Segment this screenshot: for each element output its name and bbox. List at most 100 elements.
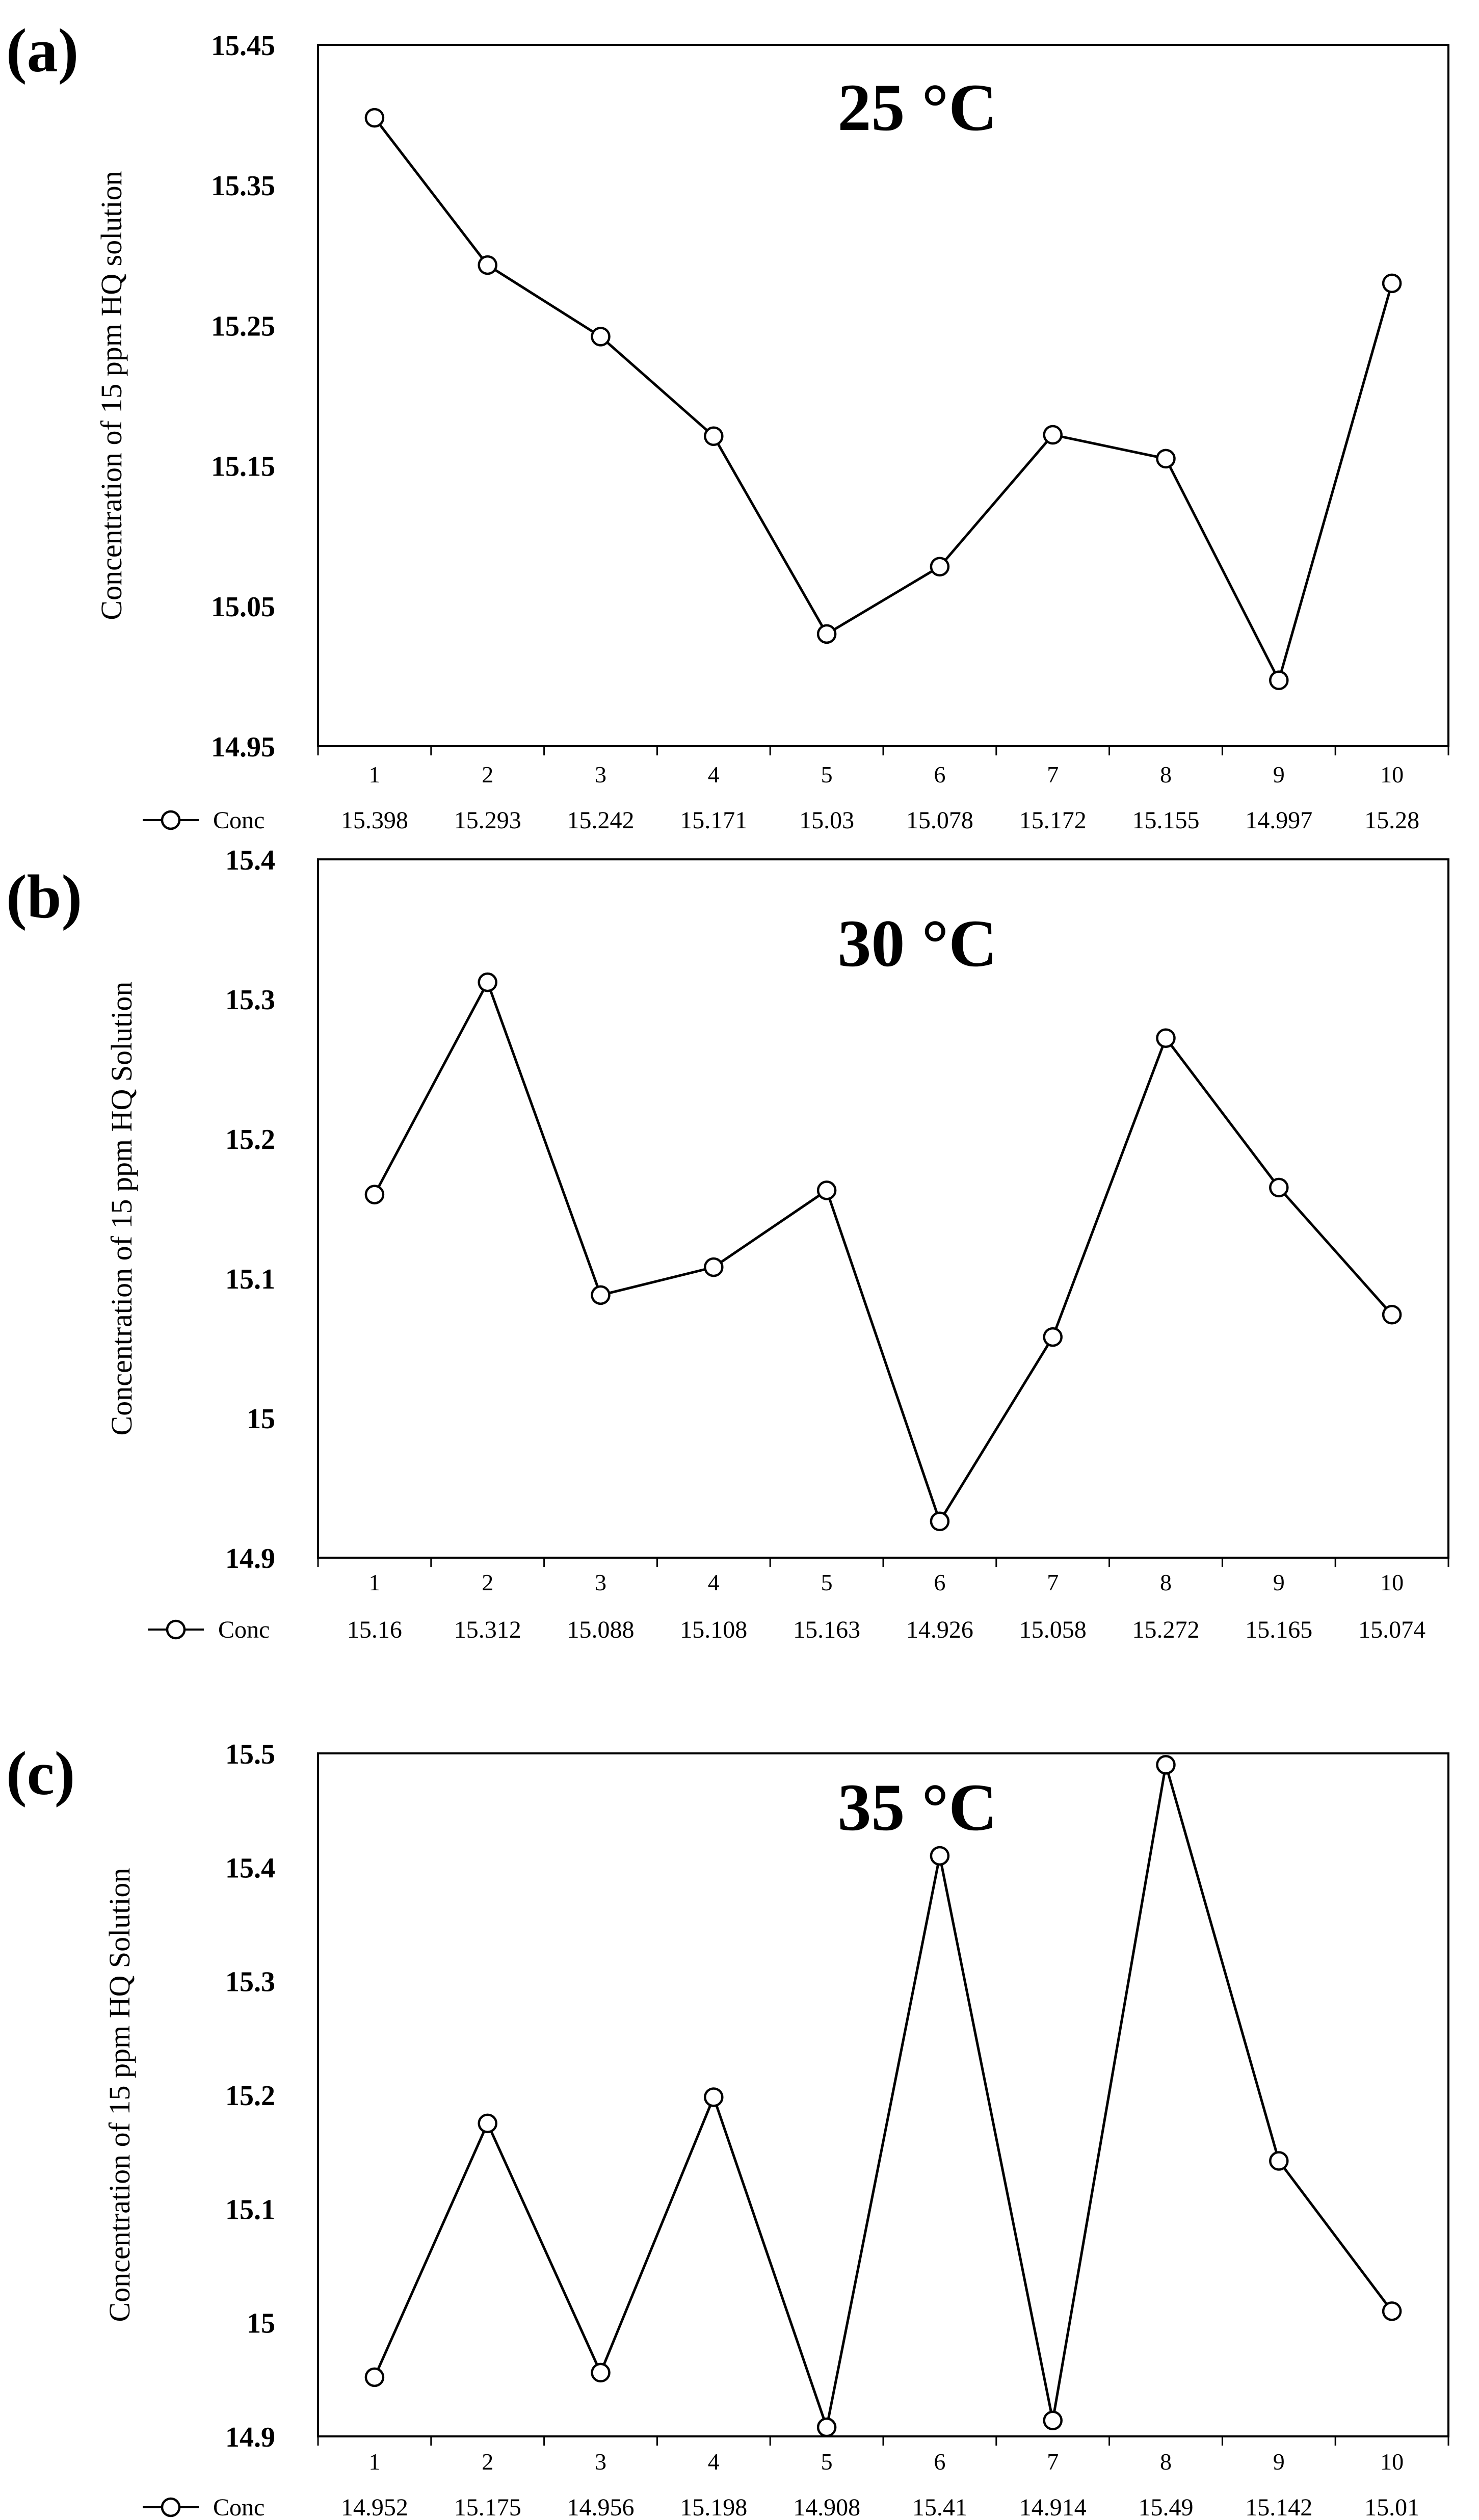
data-table-value: 15.03: [799, 807, 854, 834]
data-point: [704, 1257, 724, 1277]
data-point: [704, 426, 724, 447]
series-line-conc: [373, 979, 1393, 1525]
y-axis-label: Concentration of 15 ppm HQ solution: [95, 171, 128, 620]
y-tick-label: 15.4: [225, 1852, 275, 1884]
x-tick-label: 10: [1380, 762, 1404, 788]
plot-area-frame: [317, 1752, 1449, 2437]
x-tick-label: 4: [708, 2449, 720, 2475]
x-tick-label: 9: [1273, 762, 1285, 788]
data-table-value: 15.165: [1245, 1616, 1312, 1643]
x-tick-label: 1: [368, 762, 380, 788]
data-table-value: 15.078: [906, 807, 973, 834]
y-tick-label: 15.2: [225, 2080, 275, 2112]
y-tick-label: 15.4: [225, 845, 275, 876]
data-table-value: 15.01: [1364, 2494, 1419, 2520]
y-tick-label: 14.9: [225, 1543, 275, 1574]
data-table-value: 14.956: [567, 2494, 635, 2520]
data-point: [364, 108, 385, 128]
x-tick-label: 2: [482, 762, 493, 788]
y-tick-label: 14.9: [225, 2422, 275, 2453]
data-table-value: 15.49: [1139, 2494, 1194, 2520]
data-point: [816, 2417, 837, 2437]
data-table-value: 14.908: [793, 2494, 860, 2520]
data-table-value: 15.242: [567, 807, 635, 834]
data-table-value: 15.175: [454, 2494, 521, 2520]
data-table-value: 15.155: [1132, 807, 1200, 834]
data-point: [1156, 1028, 1176, 1048]
y-tick-label: 15.5: [225, 1739, 275, 1770]
data-point: [1043, 425, 1063, 445]
x-tick-label: 2: [482, 2449, 493, 2475]
chart-title: 30 °C: [837, 906, 997, 981]
x-tick-label: 6: [934, 762, 945, 788]
data-point: [1269, 2151, 1289, 2171]
y-axis-label: Concentration of 15 ppm HQ Solution: [103, 1868, 136, 2322]
legend-marker: [161, 810, 181, 830]
data-table-value: 14.997: [1245, 807, 1312, 834]
x-tick-label: 10: [1380, 1569, 1404, 1595]
data-point: [591, 1285, 611, 1305]
x-tick-label: 4: [708, 1569, 720, 1595]
data-point: [1382, 1304, 1402, 1325]
data-point: [591, 2362, 611, 2383]
data-point: [1156, 449, 1176, 469]
x-tick-label: 1: [368, 2449, 380, 2475]
y-tick-label: 15.2: [225, 1124, 275, 1156]
data-table-value: 15.074: [1358, 1616, 1425, 1643]
data-point: [478, 2113, 497, 2134]
data-table-value: 15.171: [680, 807, 747, 834]
chart-title: 25 °C: [837, 70, 997, 145]
x-tick-label: 6: [934, 1569, 945, 1595]
x-tick-label: 3: [595, 1569, 606, 1595]
data-table-value: 15.293: [454, 807, 521, 834]
y-tick-label: 15.35: [211, 170, 275, 202]
data-table-value: 15.28: [1364, 807, 1419, 834]
data-point: [1382, 2301, 1402, 2321]
x-tick-label: 2: [482, 1569, 493, 1595]
series-line-conc: [373, 1764, 1393, 2432]
x-tick-label: 8: [1160, 762, 1172, 788]
x-tick-label: 1: [368, 1569, 380, 1595]
data-point: [930, 1511, 950, 1532]
y-tick-label: 15.25: [211, 310, 275, 342]
data-point: [816, 1180, 837, 1200]
y-tick-label: 15.3: [225, 1966, 275, 1998]
data-point: [816, 624, 837, 644]
x-tick-label: 5: [821, 1569, 833, 1595]
data-table-value: 14.952: [341, 2494, 408, 2520]
x-tick-label: 6: [934, 2449, 945, 2475]
data-point: [1269, 670, 1289, 690]
x-tick-label: 5: [821, 762, 833, 788]
y-tick-label: 15.1: [225, 2194, 275, 2225]
data-point: [478, 972, 497, 992]
data-table-value: 15.398: [341, 807, 408, 834]
x-tick-label: 8: [1160, 1569, 1172, 1595]
x-tick-label: 7: [1047, 1569, 1059, 1595]
chart-panel-3: (c) 35 °C14.91515.115.215.315.415.5Concen…: [6, 1739, 1449, 2520]
chart-panel-1: (a) 25 °C 14.95 15.05 15.15 15.25 15.35 15.45 Co…: [6, 16, 1449, 834]
panel-label: (a): [6, 16, 78, 85]
data-point: [1043, 1327, 1063, 1347]
data-table-value: 15.312: [454, 1616, 521, 1643]
x-tick-label: 9: [1273, 1569, 1285, 1595]
data-table-value: 15.16: [347, 1616, 402, 1643]
legend-marker: [166, 1619, 186, 1640]
data-point: [930, 1846, 950, 1866]
data-table-value: 14.926: [906, 1616, 973, 1643]
data-table-value: 15.088: [567, 1616, 635, 1643]
y-tick-label: 15: [247, 1403, 275, 1435]
y-tick-label: 15.15: [211, 451, 275, 483]
data-table-value: 15.198: [680, 2494, 747, 2520]
data-point: [478, 255, 497, 275]
x-tick-label: 5: [821, 2449, 833, 2475]
panel-label: (b): [6, 862, 82, 931]
legend-label: Conc: [213, 2494, 265, 2520]
data-table-value: 14.914: [1019, 2494, 1087, 2520]
data-table-value: 15.108: [680, 1616, 747, 1643]
x-tick-label: 10: [1380, 2449, 1404, 2475]
data-table-value: 15.172: [1019, 807, 1087, 834]
y-axis-label: Concentration of 15 ppm HQ Solution: [105, 982, 138, 1436]
data-point: [364, 1185, 385, 1204]
data-table-value: 15.41: [912, 2494, 967, 2520]
